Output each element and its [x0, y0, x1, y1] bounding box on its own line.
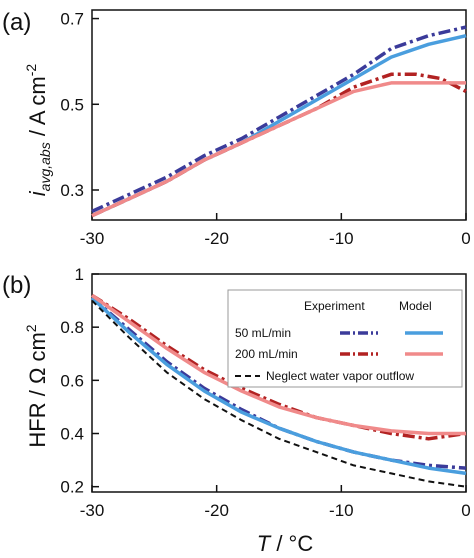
- panel-a-ylabel-exp: -2: [23, 64, 39, 77]
- y-tick-label: 0.2: [60, 478, 84, 497]
- panel-b-letter: (b): [2, 272, 31, 299]
- legend-row-200: 200 mL/min: [235, 347, 298, 361]
- panel-a-frame: [91, 9, 467, 221]
- panel-b-xlabel: T / °C: [257, 531, 314, 556]
- x-tick-label: 0: [461, 229, 470, 248]
- x-tick-label: -10: [329, 229, 354, 248]
- panel-a-y-ticks: 0.3 0.5 0.7: [60, 10, 99, 200]
- panel-b-ylabel-exp: 2: [23, 324, 39, 332]
- series-line-exp200: [91, 72, 467, 218]
- panel-a-ylabel-main: i: [25, 190, 50, 196]
- legend: Experiment Model 50 mL/min 200 mL/min Ne…: [227, 289, 463, 388]
- x-tick-label: -20: [204, 501, 229, 520]
- panel-b-series: [90, 293, 467, 488]
- legend-row-neglect: Neglect water vapor outflow: [266, 369, 414, 383]
- y-tick-label: 0.6: [60, 371, 84, 390]
- legend-header-experiment: Experiment: [304, 299, 365, 313]
- x-tick-label: -30: [80, 229, 105, 248]
- panel-a-ylabel-sub: avg,abs: [37, 142, 53, 191]
- y-tick-label: 0.3: [60, 181, 84, 200]
- series-line-neglect: [91, 299, 467, 488]
- panel-a-ylabel-unit: / A cm: [25, 76, 50, 142]
- x-tick-label: -30: [80, 501, 105, 520]
- series-line-model200: [90, 293, 466, 436]
- legend-box: [227, 289, 463, 388]
- panel-a-series: [91, 25, 467, 218]
- panel-a: (a) iavg,abs / A cm-2 0.30.50.7 -30 -20 -1…: [2, 9, 471, 248]
- panel-b-xlabel-unit: / °C: [270, 531, 313, 556]
- panel-a-ylabel: iavg,abs / A cm-2: [23, 64, 53, 197]
- panel-b-y-ticks: 1 0.8 0.6 0.4 0.2: [60, 265, 99, 497]
- y-tick-label: 0.8: [60, 318, 84, 337]
- y-tick-label: 0.4: [60, 425, 84, 444]
- panel-b-frame: [91, 273, 467, 493]
- x-tick-label: 0: [461, 501, 470, 520]
- panel-b-ylabel: HFR / Ω cm2: [23, 324, 50, 447]
- panel-b-x-ticks: -30 -20 -10 0: [80, 485, 471, 520]
- panel-b-ylabel-text: HFR / Ω cm: [25, 332, 50, 447]
- panel-b-xlabel-main: T: [257, 531, 272, 556]
- y-tick-label: 1: [75, 265, 84, 284]
- legend-row-50: 50 mL/min: [235, 326, 291, 340]
- series-line-model200: [91, 81, 466, 218]
- panel-b: (b) HFR / Ω cm2 1 0.8 0.6 0.4 0.2 -30 -20 -10 0…: [2, 265, 471, 556]
- series-line-model50: [90, 296, 467, 476]
- x-tick-label: -20: [204, 229, 229, 248]
- panel-a-letter: (a): [2, 9, 31, 36]
- series-line-exp50: [91, 25, 467, 213]
- x-tick-label: -10: [329, 501, 354, 520]
- y-tick-label: 0.5: [60, 95, 84, 114]
- y-tick-label: 0.7: [60, 10, 84, 29]
- panel-a-x-ticks: -30 -20 -10 0: [80, 213, 471, 248]
- legend-header-model: Model: [399, 299, 432, 313]
- series-line-exp200: [91, 293, 467, 441]
